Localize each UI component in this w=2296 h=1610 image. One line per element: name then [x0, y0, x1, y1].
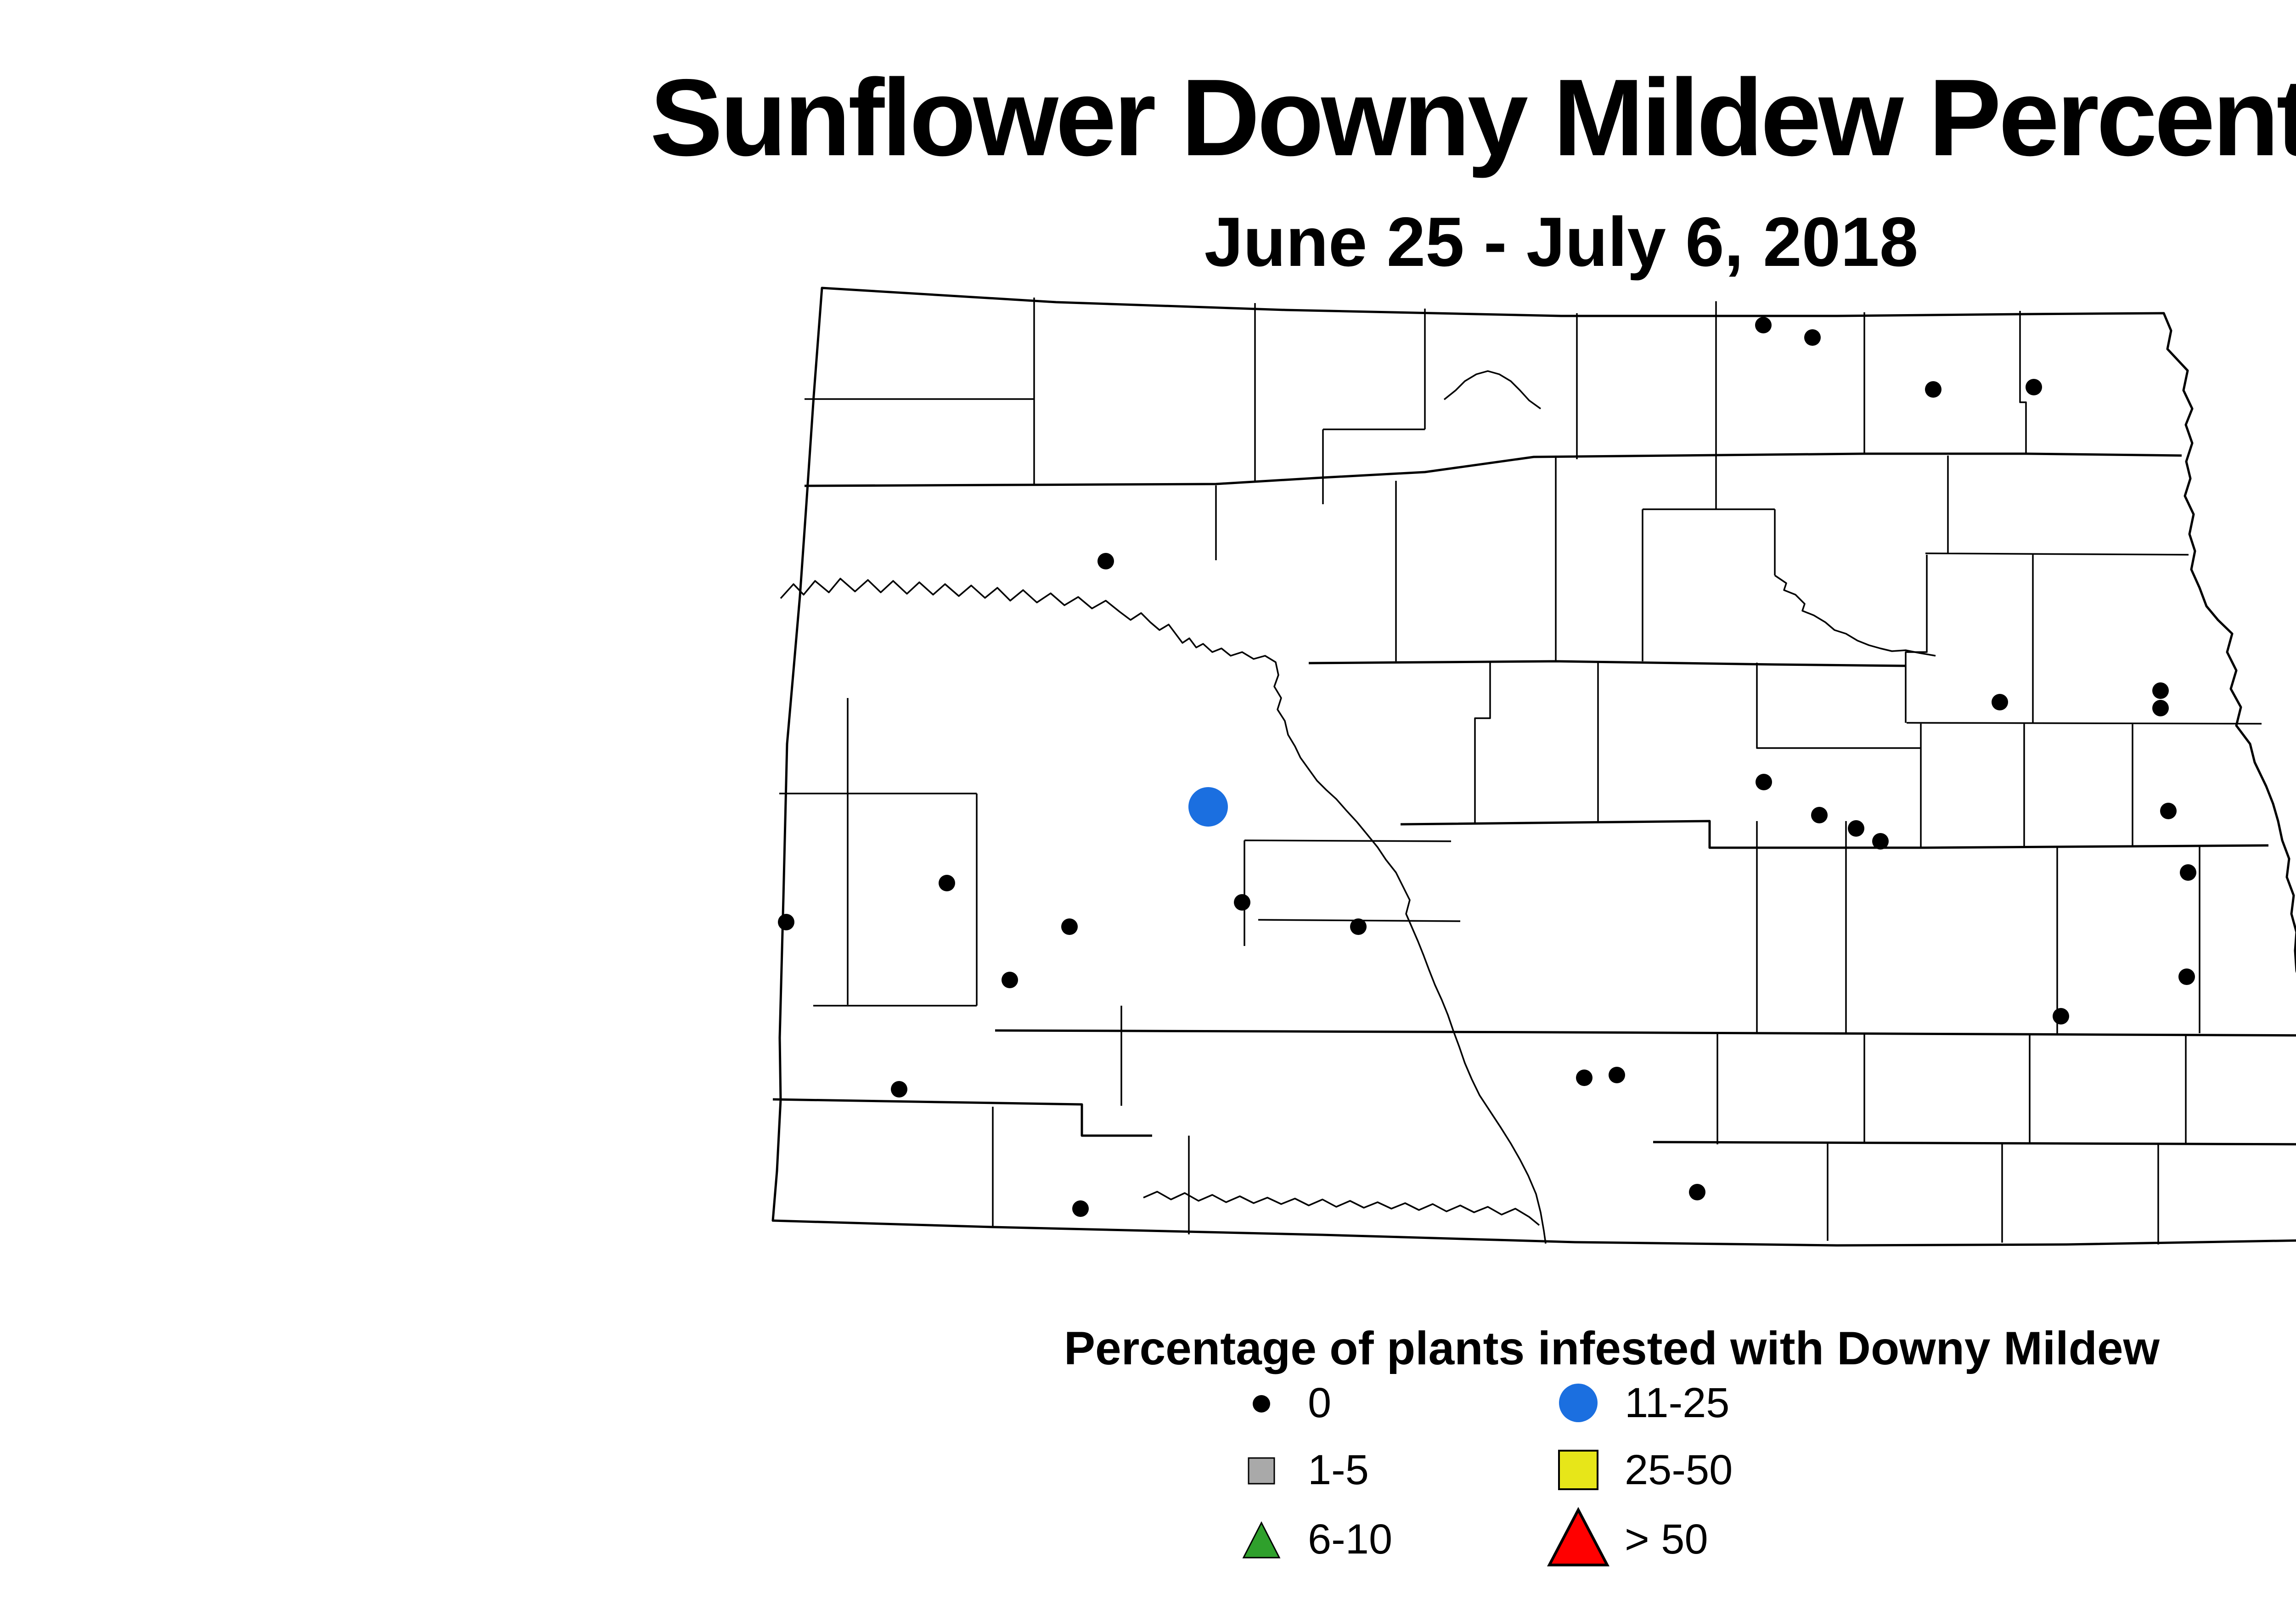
- legend-item-label: 0: [1308, 1379, 1332, 1426]
- data-point: [2160, 803, 2177, 819]
- legend-item-label: 6-10: [1308, 1515, 1393, 1563]
- data-point: [1848, 820, 1864, 837]
- data-point: [939, 875, 955, 891]
- map-title: Sunflower Downy Mildew Percent Incidence: [650, 57, 2296, 179]
- tier-boundaries: [772, 452, 2296, 1146]
- legend-item-label: 11-25: [1625, 1379, 1730, 1426]
- data-point: [2053, 1008, 2069, 1025]
- legend-item-label: 1-5: [1308, 1446, 1369, 1493]
- survey-points: [778, 317, 2196, 1217]
- data-point: [1576, 1070, 1593, 1086]
- data-point: [1925, 381, 1941, 398]
- data-point: [1992, 694, 2008, 710]
- data-point: [1609, 1067, 1625, 1083]
- state-outline: [771, 287, 2296, 1247]
- data-point: [1689, 1184, 1705, 1200]
- data-point: [2180, 864, 2196, 881]
- data-point: [1350, 918, 1367, 935]
- square-large-legend-marker: [1558, 1450, 1598, 1490]
- data-point: [2178, 968, 2195, 985]
- legend: 0 1-5 6-10 11-25 25-50 > 50: [1227, 1371, 1893, 1574]
- devils-lake: [1774, 574, 1936, 657]
- triangle-legend-marker: [1242, 1521, 1281, 1559]
- data-point: [1234, 894, 1250, 911]
- data-point: [1872, 833, 1889, 850]
- data-point: [2152, 700, 2169, 716]
- legend-title: Percentage of plants infested with Downy…: [1064, 1322, 2160, 1374]
- triangle-large-legend-marker: [1547, 1507, 1609, 1566]
- data-point: [1756, 774, 1772, 790]
- data-point: [1811, 807, 1828, 823]
- north-dakota-county-map: [771, 287, 2296, 1247]
- circle-legend-marker: [1559, 1384, 1598, 1422]
- data-point: [1804, 329, 1821, 346]
- cannonball-river: [1143, 1191, 1540, 1226]
- data-point: [778, 914, 794, 930]
- data-point: [2026, 379, 2042, 395]
- data-point: [1002, 972, 1018, 988]
- souris-river: [1443, 370, 1542, 410]
- data-point: [2152, 682, 2169, 699]
- legend-item: 0: [1227, 1371, 1544, 1435]
- data-point: [1061, 918, 1078, 935]
- data-point: [1097, 553, 1114, 569]
- legend-item: 6-10: [1227, 1505, 1544, 1574]
- map-subtitle: June 25 - July 6, 2018: [1204, 203, 1919, 281]
- data-point: [891, 1081, 907, 1098]
- data-point: [1755, 317, 1772, 333]
- legend-item-label: 25-50: [1625, 1446, 1733, 1493]
- square-legend-marker: [1248, 1457, 1275, 1485]
- legend-item: 11-25: [1544, 1371, 1893, 1435]
- legend-item-label: > 50: [1625, 1515, 1708, 1563]
- dot-legend-marker: [1253, 1395, 1270, 1413]
- legend-item: > 50: [1544, 1505, 1893, 1574]
- data-point: [1188, 787, 1228, 827]
- legend-item: 25-50: [1544, 1438, 1893, 1502]
- missouri-river: [780, 578, 1547, 1244]
- data-point: [1072, 1200, 1089, 1217]
- legend-item: 1-5: [1227, 1438, 1544, 1502]
